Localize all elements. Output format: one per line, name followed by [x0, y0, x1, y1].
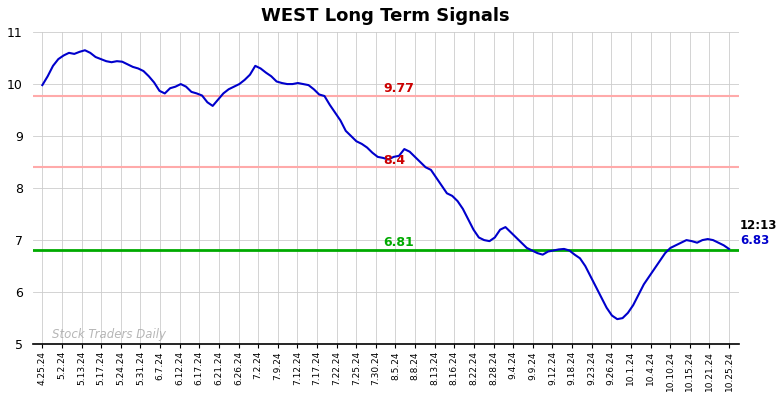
Text: Stock Traders Daily: Stock Traders Daily — [53, 328, 166, 341]
Text: 12:13: 12:13 — [740, 219, 777, 232]
Title: WEST Long Term Signals: WEST Long Term Signals — [261, 7, 510, 25]
Text: 8.4: 8.4 — [383, 154, 406, 167]
Text: 6.83: 6.83 — [740, 234, 769, 247]
Text: 6.81: 6.81 — [383, 236, 415, 249]
Text: 9.77: 9.77 — [383, 82, 415, 96]
